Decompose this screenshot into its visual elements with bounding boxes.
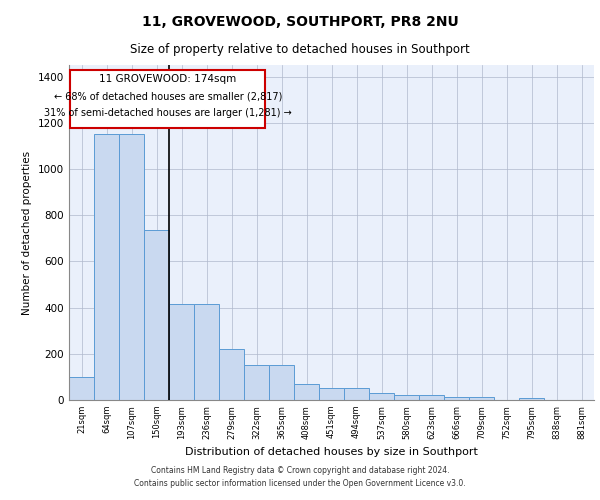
Bar xyxy=(369,393,394,400)
Bar xyxy=(444,396,469,400)
Bar xyxy=(219,349,244,400)
Bar xyxy=(269,366,294,400)
Bar xyxy=(419,396,444,400)
Bar xyxy=(244,366,269,400)
Bar xyxy=(169,304,194,400)
Text: Size of property relative to detached houses in Southport: Size of property relative to detached ho… xyxy=(130,42,470,56)
Text: 11, GROVEWOOD, SOUTHPORT, PR8 2NU: 11, GROVEWOOD, SOUTHPORT, PR8 2NU xyxy=(142,15,458,29)
Text: 11 GROVEWOOD: 174sqm: 11 GROVEWOOD: 174sqm xyxy=(99,74,236,84)
Bar xyxy=(69,377,94,400)
Bar xyxy=(344,388,369,400)
Text: 31% of semi-detached houses are larger (1,281) →: 31% of semi-detached houses are larger (… xyxy=(44,108,292,118)
Bar xyxy=(519,398,544,400)
Text: Contains HM Land Registry data © Crown copyright and database right 2024.
Contai: Contains HM Land Registry data © Crown c… xyxy=(134,466,466,487)
Bar xyxy=(70,70,265,128)
Bar xyxy=(94,134,119,400)
Bar xyxy=(119,134,144,400)
X-axis label: Distribution of detached houses by size in Southport: Distribution of detached houses by size … xyxy=(185,447,478,457)
Bar xyxy=(144,230,169,400)
Y-axis label: Number of detached properties: Number of detached properties xyxy=(22,150,32,314)
Bar xyxy=(394,396,419,400)
Bar xyxy=(294,384,319,400)
Bar xyxy=(319,388,344,400)
Bar xyxy=(469,396,494,400)
Text: ← 68% of detached houses are smaller (2,817): ← 68% of detached houses are smaller (2,… xyxy=(53,91,282,101)
Bar xyxy=(194,304,219,400)
